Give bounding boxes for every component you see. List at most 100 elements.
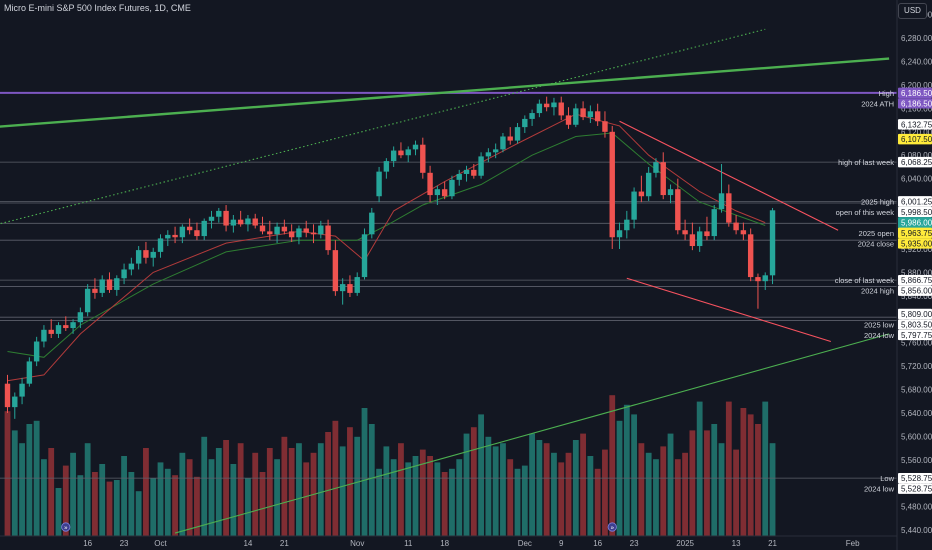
candle-body: [660, 162, 666, 196]
candle-body: [33, 341, 40, 362]
volume-bar: [718, 443, 725, 536]
candle-body: [361, 234, 368, 278]
event-icon[interactable]: [607, 522, 617, 532]
price-tick-label: 5,840.00: [901, 292, 932, 301]
trend-line: [0, 28, 766, 225]
level-note: High: [879, 89, 894, 98]
volume-bar: [208, 459, 215, 536]
candle-body: [216, 210, 222, 217]
candle-body: [186, 226, 193, 231]
candle-body: [689, 234, 696, 247]
volume-bar: [543, 443, 550, 536]
trend-line: [0, 57, 890, 128]
volume-bar: [274, 459, 280, 536]
volume-bar: [121, 456, 127, 536]
volume-bar: [164, 468, 171, 536]
volume-bar: [99, 464, 106, 536]
volume-bar: [252, 452, 259, 536]
trend-line: [174, 333, 890, 534]
candle-body: [471, 169, 477, 176]
volume-bar: [4, 411, 11, 536]
price-tag-box: [898, 156, 932, 168]
candle-body: [70, 322, 76, 329]
candle-body: [675, 189, 681, 231]
candle-body: [485, 152, 492, 157]
volume-bar: [143, 448, 149, 536]
trend-line: [619, 120, 839, 231]
price-tag-label: 5,528.75: [901, 474, 932, 483]
candle-body: [594, 111, 601, 122]
candle-body: [602, 121, 608, 132]
price-tag-box: [898, 87, 932, 99]
volume-bar: [92, 472, 98, 536]
candle-body: [412, 144, 419, 150]
price-tag-box: [898, 274, 932, 286]
volume-bar: [128, 472, 135, 536]
candle-body: [405, 149, 411, 156]
price-tags: 6,186.506,186.50 6,132.75 6,107.50 6,068.25…: [898, 87, 932, 494]
candle-body: [99, 279, 105, 293]
candle-body: [536, 103, 543, 114]
candle-body: [449, 179, 455, 197]
level-note: 2025 open: [859, 229, 894, 238]
volume-bar: [376, 468, 382, 536]
candle-body: [441, 189, 448, 197]
event-icon-glyph: »: [64, 526, 68, 532]
candle-body: [26, 361, 33, 384]
price-tick-label: 6,280.00: [901, 34, 932, 43]
volume-bar: [500, 443, 506, 536]
volume-bar: [317, 443, 324, 536]
price-tag-label: 5,797.75: [901, 331, 932, 340]
price-tag-box: [898, 329, 932, 341]
price-tick-label: 6,080.00: [901, 151, 932, 160]
volume-bar: [398, 443, 404, 536]
candle-body: [463, 169, 470, 174]
volume-bar: [266, 448, 273, 536]
event-icon[interactable]: [61, 522, 71, 532]
volume-bar: [281, 436, 288, 536]
price-tag-box: [898, 238, 932, 249]
volume-bar: [325, 432, 331, 536]
volume-bar: [383, 446, 390, 536]
volume-bar: [653, 459, 659, 536]
volume-bar: [529, 433, 535, 536]
volume-bar: [201, 436, 208, 536]
candle-body: [208, 216, 215, 221]
level-note: 2024 low: [864, 485, 895, 494]
time-tick-label: 14: [243, 539, 252, 548]
candle-body: [267, 231, 273, 235]
volume-bar: [55, 488, 62, 536]
candle-body: [114, 278, 120, 290]
candle-body: [230, 219, 237, 226]
volume-bar: [463, 433, 470, 536]
volume-bar: [602, 449, 608, 536]
currency-button[interactable]: USD: [898, 3, 927, 19]
volume-bar: [84, 443, 91, 536]
price-tick-label: 5,920.00: [901, 245, 932, 254]
volume-bar: [106, 481, 113, 536]
candle-body: [376, 171, 382, 197]
level-note: close of last week: [835, 276, 894, 285]
level-note: 2024 low: [864, 331, 895, 340]
candle-body: [696, 231, 703, 247]
volume-bar: [150, 478, 157, 536]
event-icons[interactable]: »»: [61, 522, 617, 532]
volume-bar: [70, 452, 76, 536]
candle-body: [624, 219, 630, 231]
volume-bar: [26, 424, 33, 536]
candle-body: [492, 149, 499, 153]
volume-bar: [390, 459, 397, 536]
price-tick-label: 5,480.00: [901, 503, 932, 512]
time-tick-label: Oct: [154, 539, 167, 548]
candle-body: [587, 111, 594, 118]
candle-body: [194, 230, 200, 237]
time-axis[interactable]: 16 23 Oct 14 21 Nov 11 18 Dec 9 16 23 2025 13 21 Feb: [83, 539, 860, 548]
price-tick-label: 6,240.00: [901, 58, 932, 67]
price-tag-label: 6,001.25: [901, 197, 932, 206]
time-tick-label: 13: [732, 539, 741, 548]
level-note: 2025 high: [861, 197, 894, 206]
volume-bar: [682, 452, 688, 536]
volume-bar: [558, 462, 565, 536]
